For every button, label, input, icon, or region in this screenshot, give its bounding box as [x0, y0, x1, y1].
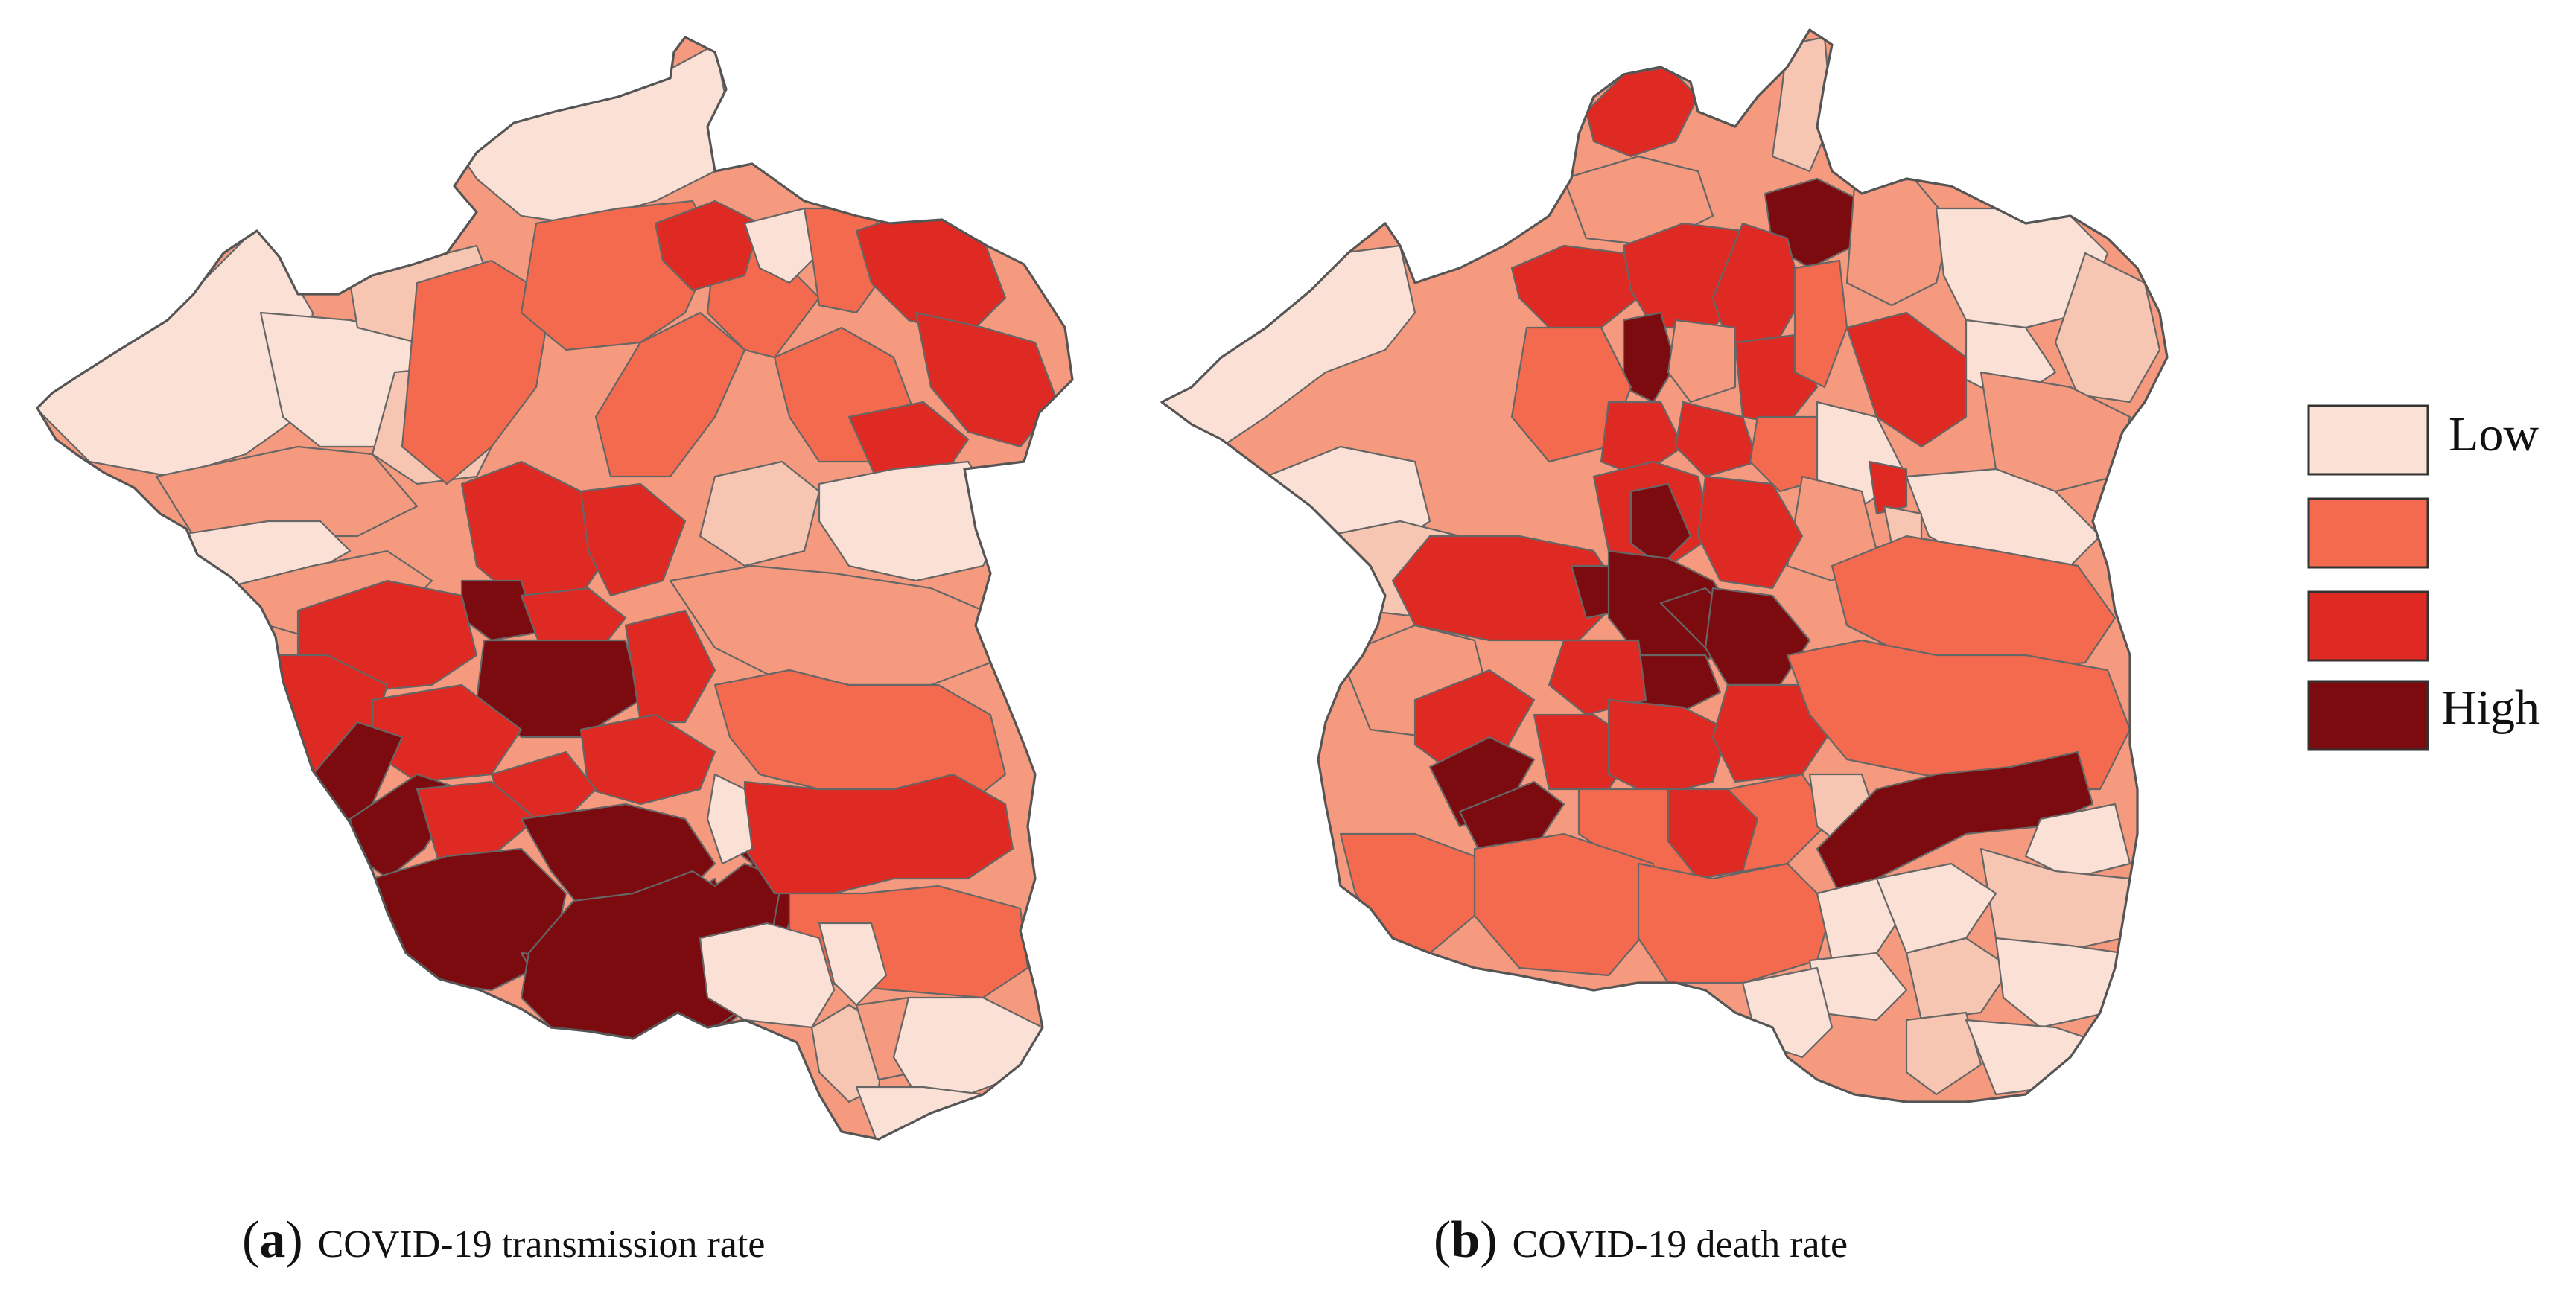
region — [1793, 259, 1848, 389]
region — [699, 460, 821, 567]
outline-b — [1160, 28, 2169, 1103]
region — [1667, 319, 1737, 404]
legend-swatch-low — [2307, 404, 2429, 476]
region — [1667, 788, 1759, 880]
svg-text:(a) COVID-19 transmissio: (a) COVID-19 transmission rate — [242, 1211, 765, 1269]
region — [818, 922, 888, 1007]
region — [1629, 482, 1692, 567]
region — [1473, 832, 1655, 977]
caption-b-text: COVID-19 death rate — [1513, 1223, 1848, 1266]
region — [1607, 698, 1729, 798]
outline-a — [36, 36, 1074, 1141]
region — [1600, 401, 1685, 478]
region — [1868, 460, 1908, 515]
map-panel-death — [1160, 28, 2169, 1103]
legend-label-low: Low — [2449, 407, 2539, 462]
regions-a — [37, 37, 1072, 1139]
region — [713, 669, 1007, 806]
region — [743, 207, 821, 284]
region — [699, 922, 836, 1029]
caption-a: (a) COVID-19 transmission rate — [242, 1211, 765, 1269]
legend-swatch-3 — [2307, 590, 2429, 662]
legend-swatch-2 — [2307, 497, 2429, 569]
region — [1831, 535, 2117, 672]
region — [416, 780, 538, 865]
region — [1905, 1011, 1982, 1096]
region — [579, 482, 687, 597]
caption-b-letter: b — [1451, 1211, 1480, 1269]
region — [1674, 401, 1759, 478]
svg-text:(b) COVID-19 death rate: (b) COVID-19 death rate — [1434, 1211, 1848, 1269]
region — [654, 200, 761, 292]
region — [401, 259, 553, 485]
caption-a-letter: a — [259, 1211, 285, 1269]
legend-swatch-high — [2307, 680, 2429, 751]
region — [460, 460, 612, 605]
region — [743, 773, 1014, 895]
region — [1510, 244, 1640, 329]
map-panel-transmission — [36, 36, 1074, 1141]
caption-b: (b) COVID-19 death rate — [1434, 1211, 1848, 1269]
region — [1562, 155, 1714, 247]
region — [1637, 862, 1834, 984]
region — [1905, 937, 2012, 1022]
region — [1786, 639, 2131, 791]
legend-label-high: High — [2441, 681, 2540, 735]
region — [594, 311, 746, 478]
caption-a-text: COVID-19 transmission rate — [318, 1223, 766, 1266]
region — [818, 460, 1007, 582]
region — [1696, 475, 1804, 590]
regions-b — [1162, 30, 2167, 1102]
region — [1875, 862, 1997, 954]
region — [624, 609, 716, 724]
region — [706, 773, 754, 865]
region — [2024, 803, 2131, 880]
legend: Low High — [2307, 404, 2540, 751]
